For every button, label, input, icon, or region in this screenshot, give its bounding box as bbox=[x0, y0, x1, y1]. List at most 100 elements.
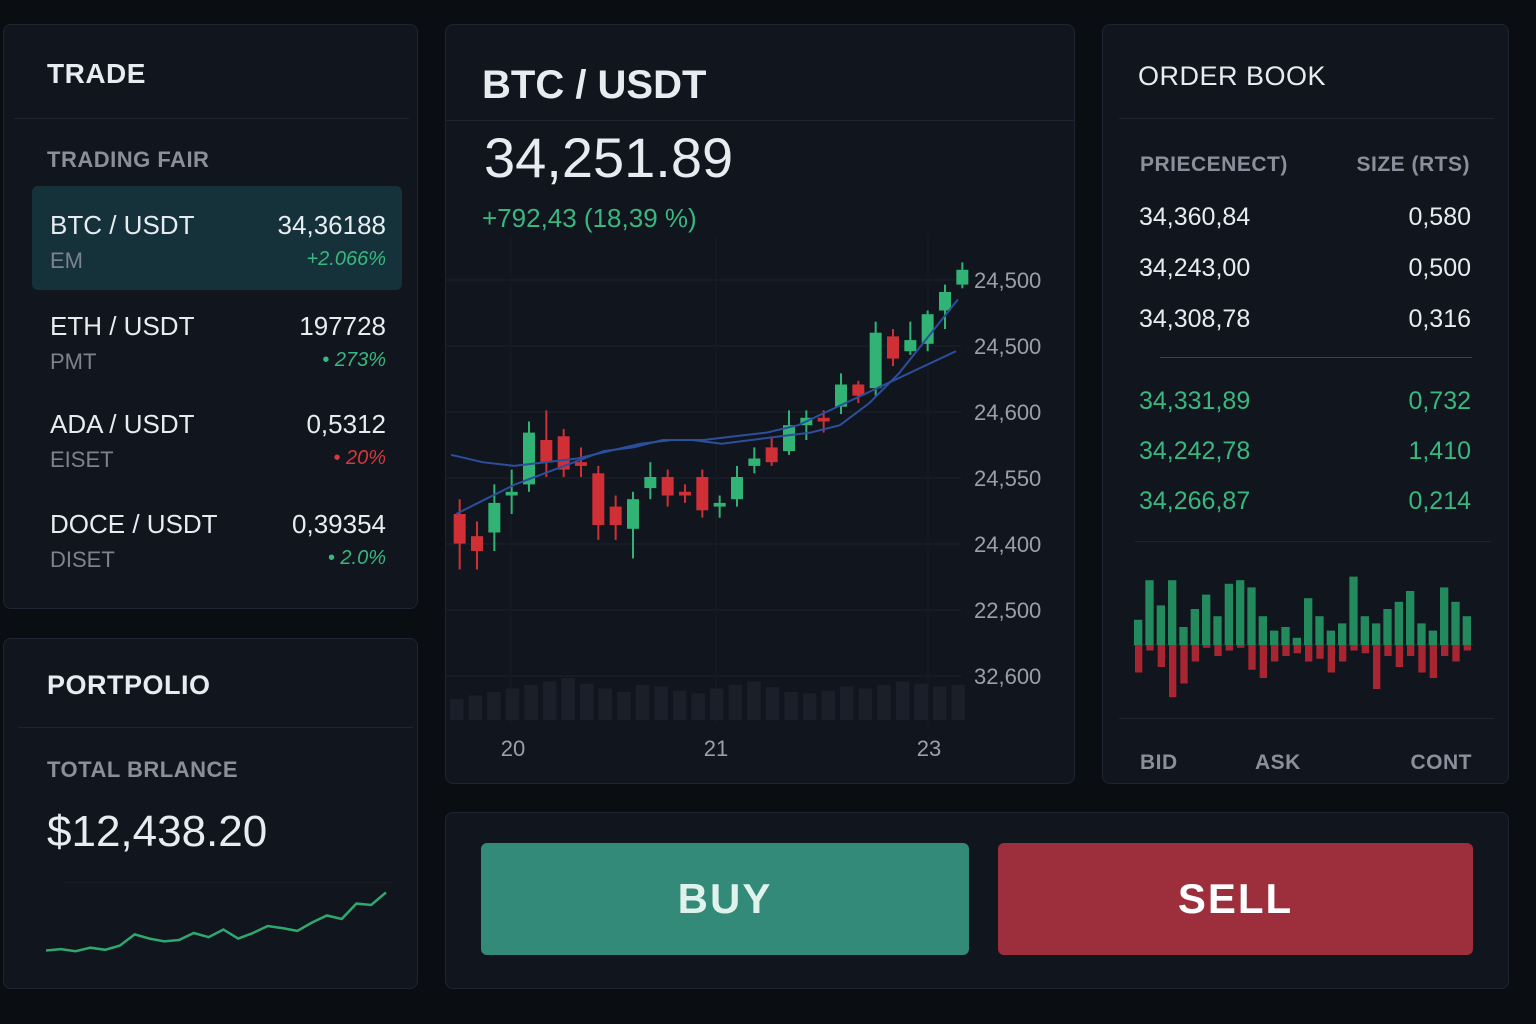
candle-body bbox=[852, 384, 865, 396]
portfolio-panel: PORTPOLIO TOTAL BRLANCE $12,438.20 bbox=[3, 638, 418, 989]
depth-bar-ask bbox=[1146, 645, 1154, 651]
candle-body bbox=[835, 384, 847, 407]
trade-title: TRADE bbox=[47, 58, 146, 89]
candle-body bbox=[644, 477, 657, 489]
depth-bar-bid bbox=[1213, 616, 1222, 645]
depth-bar-bid bbox=[1349, 576, 1358, 645]
volume-bar bbox=[784, 692, 798, 720]
volume-bar bbox=[542, 681, 557, 720]
depth-bar-ask bbox=[1452, 645, 1460, 662]
depth-bar-ask bbox=[1237, 645, 1245, 648]
depth-bar-ask bbox=[1327, 645, 1335, 673]
pair-price: 0,39354 bbox=[292, 509, 386, 539]
depth-bar-bid bbox=[1338, 623, 1347, 645]
trade-panel: TRADE TRADING FAIR BTC / USDT EM 34,3618… bbox=[3, 24, 418, 609]
volume-bar bbox=[710, 688, 724, 720]
bid-price: 34,266,87 bbox=[1139, 487, 1251, 515]
candle-body bbox=[609, 506, 622, 526]
candle-body bbox=[627, 499, 639, 529]
ask-row[interactable]: 34,308,78 0,316 bbox=[1139, 305, 1471, 335]
x-tick-label: 20 bbox=[501, 736, 525, 761]
depth-bar-bid bbox=[1156, 605, 1165, 645]
ask-price: 34,243,00 bbox=[1139, 254, 1251, 282]
sell-button[interactable]: SELL bbox=[998, 843, 1473, 955]
tab-cont[interactable]: CONT bbox=[1410, 751, 1472, 774]
volume-bar bbox=[932, 686, 947, 720]
depth-bar-ask bbox=[1169, 645, 1177, 698]
volume-bar bbox=[951, 685, 965, 720]
candle-body bbox=[765, 447, 778, 463]
bid-row[interactable]: 34,242,78 1,410 bbox=[1139, 437, 1471, 467]
ask-row[interactable]: 34,243,00 0,500 bbox=[1139, 254, 1471, 284]
pair-change: • 273% bbox=[322, 349, 386, 371]
bid-row[interactable]: 34,266,87 0,214 bbox=[1139, 487, 1471, 517]
sparkline-path bbox=[46, 891, 387, 953]
divider bbox=[446, 120, 1074, 121]
bid-row[interactable]: 34,331,89 0,732 bbox=[1139, 387, 1471, 417]
candle-body bbox=[696, 477, 709, 511]
portfolio-title: PORTPOLIO bbox=[47, 670, 211, 700]
depth-bar-ask bbox=[1271, 645, 1279, 662]
candle-body bbox=[887, 336, 899, 359]
depth-bar-ask bbox=[1418, 645, 1426, 673]
total-balance-value: $12,438.20 bbox=[47, 807, 268, 856]
candle-body bbox=[661, 477, 674, 496]
tab-bid[interactable]: BID bbox=[1140, 751, 1178, 774]
depth-bar-ask bbox=[1305, 645, 1313, 662]
pair-row-eth[interactable]: ETH / USDT PMT 197728 • 273% bbox=[32, 287, 402, 391]
candle-body bbox=[471, 536, 483, 551]
volume-bar bbox=[561, 678, 575, 720]
pair-change: +2.066% bbox=[306, 248, 386, 270]
depth-bar-ask bbox=[1350, 645, 1358, 651]
candle-body bbox=[523, 432, 535, 485]
y-tick-label: 24,500 bbox=[974, 334, 1041, 359]
pair-name: DOCE / USDT bbox=[50, 509, 218, 539]
pair-row-btc[interactable]: BTC / USDT EM 34,36188 +2.066% bbox=[32, 186, 402, 290]
candle-body bbox=[540, 440, 553, 463]
candle-body bbox=[592, 473, 605, 526]
volume-bar bbox=[821, 690, 835, 720]
volume-bar bbox=[654, 686, 668, 720]
pair-name: BTC / USDT bbox=[50, 210, 195, 240]
volume-bar bbox=[728, 685, 743, 720]
buy-button[interactable]: BUY bbox=[481, 843, 969, 955]
depth-bar-ask bbox=[1203, 645, 1211, 648]
divider bbox=[1119, 718, 1494, 719]
volume-bar bbox=[487, 692, 501, 720]
bid-size: 1,410 bbox=[1408, 437, 1471, 465]
volume-bar bbox=[802, 693, 817, 720]
depth-bar-bid bbox=[1428, 630, 1437, 645]
bid-price: 34,331,89 bbox=[1139, 387, 1251, 415]
depth-bar-ask bbox=[1225, 645, 1233, 651]
depth-bar-bid bbox=[1440, 587, 1449, 645]
depth-bar-bid bbox=[1304, 598, 1313, 645]
candlestick-chart[interactable]: 24,500 24,500 24,600 24,550 24,400 22,500 32,6… bbox=[446, 225, 1074, 765]
ask-price: 34,360,84 bbox=[1139, 203, 1251, 231]
depth-bar-ask bbox=[1395, 645, 1403, 667]
divider bbox=[64, 882, 394, 883]
pair-name: ADA / USDT bbox=[50, 409, 195, 439]
pair-row-ada[interactable]: ADA / USDT EISET 0,5312 • 20% bbox=[32, 385, 402, 489]
volume-bar bbox=[635, 685, 650, 720]
y-tick-label: 22,500 bbox=[974, 598, 1041, 623]
pair-row-doge[interactable]: DOCE / USDT DISET 0,39354 • 2.0% bbox=[32, 485, 402, 589]
depth-bar-bid bbox=[1224, 583, 1233, 645]
volume-bar bbox=[672, 690, 687, 720]
bid-size: 0,214 bbox=[1408, 487, 1471, 515]
pair-change: • 2.0% bbox=[327, 547, 386, 569]
pair-name: ETH / USDT bbox=[50, 311, 195, 341]
volume-bar bbox=[747, 681, 761, 720]
depth-bar-ask bbox=[1214, 645, 1222, 656]
order-book-title: ORDER BOOK bbox=[1138, 61, 1327, 91]
volume-bar bbox=[840, 686, 854, 720]
bid-price: 34,242,78 bbox=[1139, 437, 1251, 465]
ask-row[interactable]: 34,360,84 0,580 bbox=[1139, 203, 1471, 233]
bid-size: 0,732 bbox=[1408, 387, 1471, 415]
tab-ask[interactable]: ASK bbox=[1255, 751, 1301, 774]
candle-body bbox=[904, 340, 917, 352]
depth-bar-bid bbox=[1190, 609, 1199, 645]
divider bbox=[1135, 541, 1491, 542]
candle-body bbox=[939, 292, 951, 311]
depth-bar-ask bbox=[1157, 645, 1165, 667]
depth-bar-bid bbox=[1236, 580, 1245, 645]
